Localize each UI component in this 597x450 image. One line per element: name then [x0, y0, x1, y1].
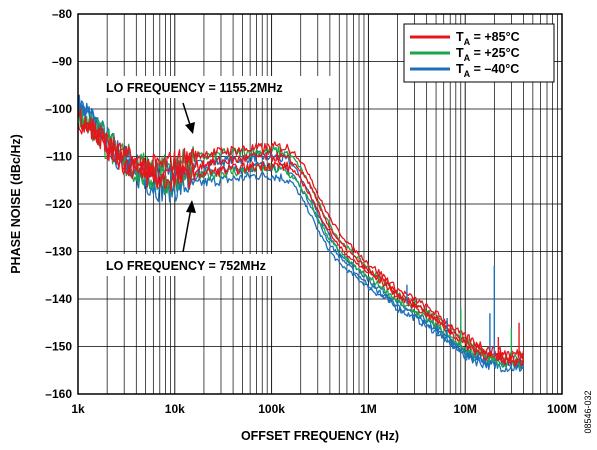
x-axis-label: OFFSET FREQUENCY (Hz): [241, 429, 399, 443]
annotation-lo-752: LO FREQUENCY = 752MHz: [106, 259, 266, 273]
y-tick-label: –140: [45, 292, 72, 306]
y-tick-labels: –80 –90 –100 –110 –120 –130 –140 –150 –160: [45, 7, 72, 401]
y-tick-label: –100: [45, 102, 72, 116]
x-tick-label: 1k: [71, 402, 85, 416]
legend-item-25: TA = +25°C: [410, 46, 520, 63]
legend-label-25: TA = +25°C: [456, 46, 520, 63]
data-curves: [77, 94, 525, 373]
y-axis-label: PHASE NOISE (dBc/Hz): [9, 134, 23, 274]
annotation-bg-1155: [100, 76, 338, 98]
legend-item-85: TA = +85°C: [410, 30, 520, 47]
x-tick-label: 100k: [258, 402, 285, 416]
y-tick-label: –150: [45, 340, 72, 354]
annotation-lo-1155: LO FREQUENCY = 1155.2MHz: [106, 81, 283, 95]
legend-label-minus40: TA = –40°C: [456, 62, 519, 79]
x-tick-labels: 1k 10k 100k 1M 10M 100M: [71, 402, 577, 416]
x-tick-label: 100M: [547, 402, 577, 416]
y-tick-label: –110: [46, 150, 72, 164]
figure-code: 08546-032: [583, 390, 593, 433]
annotation-bg-752: [100, 254, 300, 276]
series-curve-0-2: [77, 109, 525, 367]
y-tick-label: –90: [52, 55, 72, 69]
y-tick-label: –130: [45, 245, 72, 259]
legend: TA = +85°C TA = +25°C TA = –40°C: [403, 23, 555, 83]
plot-frame: [77, 13, 563, 395]
annotations: LO FREQUENCY = 1155.2MHz LO FREQUENCY = …: [100, 76, 338, 276]
x-tick-label: 10M: [454, 402, 477, 416]
series-curve-2-2: [77, 100, 525, 371]
annotation-arrow-752: [182, 207, 192, 253]
annotation-arrowhead-1155: [185, 122, 195, 134]
legend-item-minus40: TA = –40°C: [410, 62, 519, 79]
y-tick-label: –160: [45, 387, 72, 401]
x-tick-label: 1M: [360, 402, 377, 416]
legend-label-85: TA = +85°C: [456, 30, 520, 47]
x-tick-label: 10k: [165, 402, 185, 416]
y-tick-label: –120: [45, 197, 72, 211]
y-tick-label: –80: [52, 7, 72, 21]
annotation-arrowhead-752: [186, 200, 196, 213]
series-curve-1-1: [77, 109, 524, 369]
